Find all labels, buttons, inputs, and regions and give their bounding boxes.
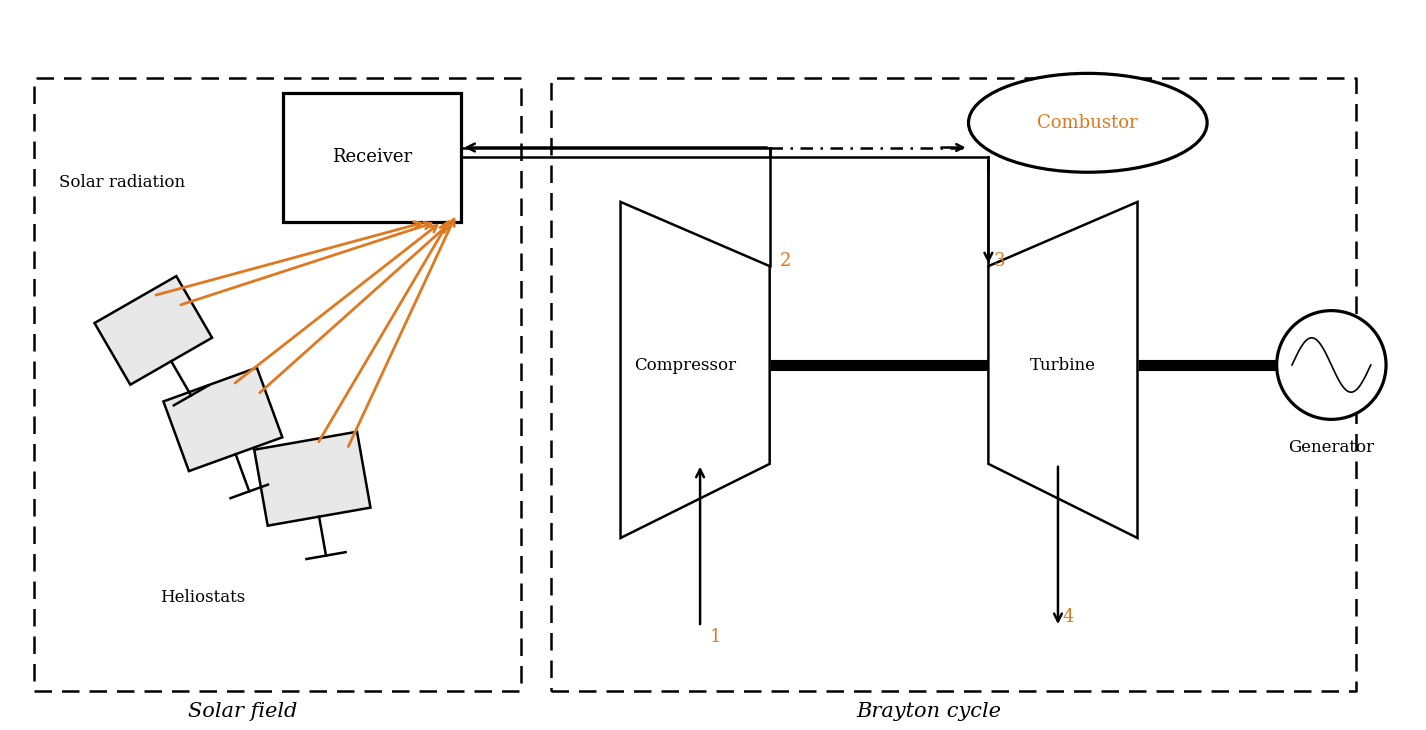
- Text: 3: 3: [994, 252, 1005, 270]
- Text: 2: 2: [780, 252, 791, 270]
- Text: Solar field: Solar field: [188, 702, 298, 721]
- Polygon shape: [620, 202, 770, 538]
- Polygon shape: [164, 368, 282, 471]
- Polygon shape: [988, 202, 1138, 538]
- Polygon shape: [254, 431, 371, 526]
- Ellipse shape: [968, 74, 1206, 172]
- Text: Brayton cycle: Brayton cycle: [856, 702, 1001, 721]
- Text: Generator: Generator: [1288, 439, 1375, 456]
- Text: Receiver: Receiver: [332, 148, 412, 166]
- Text: 4: 4: [1062, 608, 1074, 626]
- Text: Solar radiation: Solar radiation: [58, 174, 185, 191]
- Text: Compressor: Compressor: [635, 356, 736, 374]
- Polygon shape: [94, 276, 212, 385]
- Text: Heliostats: Heliostats: [160, 589, 245, 606]
- Text: 1: 1: [710, 628, 722, 646]
- Circle shape: [1276, 311, 1386, 419]
- Text: Turbine: Turbine: [1030, 356, 1097, 374]
- FancyBboxPatch shape: [282, 93, 462, 222]
- Text: Combustor: Combustor: [1038, 114, 1138, 132]
